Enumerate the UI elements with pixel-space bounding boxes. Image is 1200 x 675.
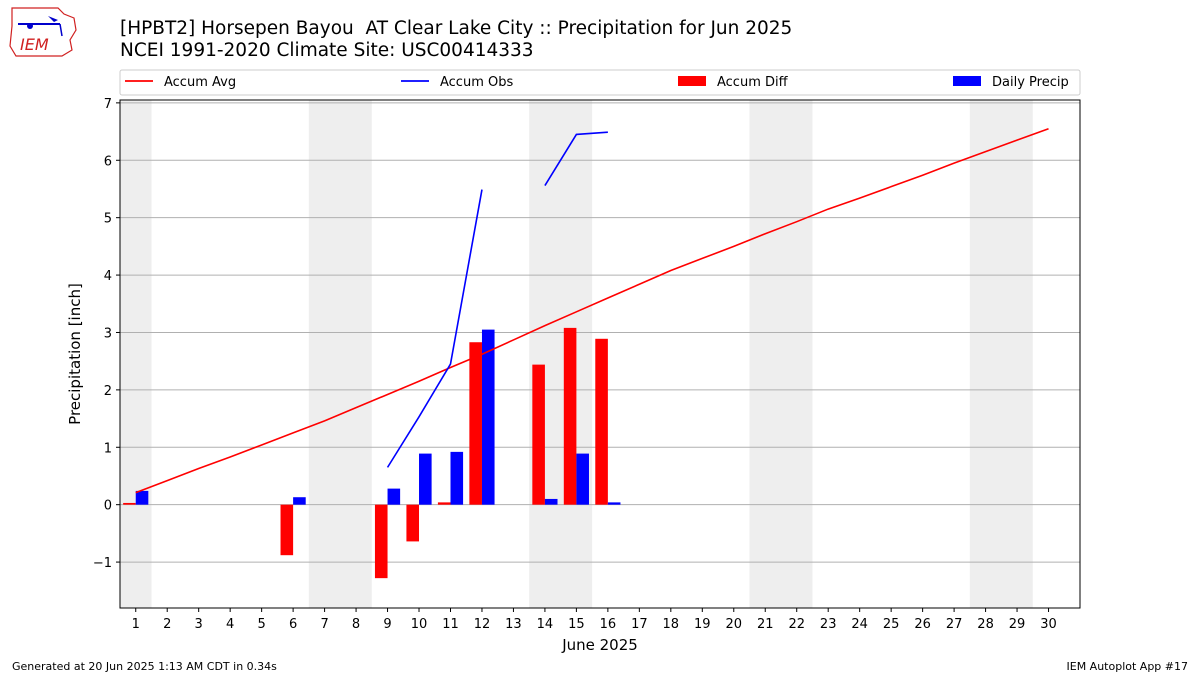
accum-diff-bar (595, 338, 608, 505)
x-tick-label: 2 (163, 617, 171, 632)
accum-avg-line (135, 127, 1049, 494)
x-tick-label: 16 (600, 617, 617, 632)
legend-box (119, 69, 1081, 96)
x-axis-label: June 2025 (561, 636, 638, 654)
accum-diff-bar (406, 504, 420, 542)
chart-subtitle: NCEI 1991-2020 Climate Site: USC00414333 (120, 40, 534, 61)
daily-precip-bar (387, 488, 401, 505)
x-tick-label: 23 (820, 617, 837, 632)
x-tick-label: 29 (1009, 617, 1026, 632)
accum-diff-bar (280, 504, 294, 556)
y-tick-label: 2 (104, 384, 112, 399)
y-tick-label: 0 (104, 499, 112, 514)
accum-obs-line (544, 131, 608, 186)
y-tick-label: 7 (104, 97, 112, 112)
x-tick-label: 19 (694, 617, 711, 632)
legend-label: Accum Obs (440, 75, 513, 90)
x-tick-label: 25 (883, 617, 900, 632)
accum-diff-bar (374, 504, 388, 579)
footer-generated: Generated at 20 Jun 2025 1:13 AM CDT in … (12, 660, 277, 673)
legend-label: Accum Avg (164, 75, 236, 90)
y-tick-label: 5 (104, 212, 112, 227)
x-tick-label: 28 (977, 617, 994, 632)
legend-swatch (678, 76, 706, 86)
x-tick-label: 11 (442, 617, 459, 632)
x-tick-label: 9 (383, 617, 391, 632)
x-tick-label: 17 (631, 617, 648, 632)
accum-diff-bar (123, 502, 136, 505)
x-tick-label: 4 (226, 617, 234, 632)
daily-precip-bar (450, 451, 464, 505)
daily-precip-bar (544, 498, 558, 505)
accum-diff-bar (532, 364, 545, 505)
x-tick-label: 26 (914, 617, 931, 632)
x-tick-label: 13 (505, 617, 522, 632)
accum-obs-line (386, 189, 483, 468)
y-tick-label: 6 (104, 154, 112, 169)
chart-title-block: [HPBT2] Horsepen Bayou AT Clear Lake Cit… (120, 18, 792, 62)
x-tick-label: 30 (1040, 617, 1057, 632)
accum-diff-bar (437, 502, 451, 505)
x-tick-label: 22 (788, 617, 805, 632)
x-tick-label: 15 (568, 617, 585, 632)
legend-label: Daily Precip (992, 75, 1069, 90)
x-tick-label: 14 (537, 617, 554, 632)
x-tick-label: 6 (289, 617, 297, 632)
daily-precip-bar (607, 502, 621, 505)
x-tick-label: 7 (320, 617, 328, 632)
chart-title: [HPBT2] Horsepen Bayou AT Clear Lake Cit… (120, 18, 793, 39)
daily-precip-bar (135, 490, 149, 505)
logo-text: IEM (20, 35, 49, 54)
daily-precip-bar (481, 329, 495, 505)
y-tick-label: −1 (93, 556, 112, 571)
x-tick-label: 8 (352, 617, 360, 632)
plot-frame (119, 99, 1081, 609)
x-tick-label: 20 (725, 617, 742, 632)
y-tick-label: 3 (104, 326, 112, 341)
x-tick-label: 1 (132, 617, 140, 632)
x-tick-label: 10 (411, 617, 428, 632)
x-tick-label: 27 (946, 617, 963, 632)
x-tick-label: 3 (195, 617, 203, 632)
weekend-band (749, 100, 813, 608)
iem-logo: IEM (9, 7, 77, 57)
x-tick-label: 24 (851, 617, 868, 632)
weekend-band (308, 100, 372, 608)
legend-label: Accum Diff (717, 75, 789, 90)
accum-diff-bar (469, 342, 482, 505)
footer-app: IEM Autoplot App #17 (1066, 660, 1189, 673)
x-tick-label: 18 (663, 617, 680, 632)
weekend-band (529, 100, 593, 608)
daily-precip-bar (419, 453, 432, 505)
weekend-band (969, 100, 1033, 608)
x-tick-label: 21 (757, 617, 774, 632)
y-tick-label: 1 (104, 441, 112, 456)
daily-precip-bar (293, 497, 306, 505)
accum-diff-bar (563, 327, 577, 505)
daily-precip-bar (576, 453, 589, 505)
weekend-band (120, 100, 152, 608)
legend-swatch (953, 76, 981, 86)
x-tick-label: 5 (257, 617, 265, 632)
y-axis-label: Precipitation [inch] (66, 283, 84, 425)
y-tick-label: 4 (104, 269, 112, 284)
x-tick-label: 12 (474, 617, 491, 632)
